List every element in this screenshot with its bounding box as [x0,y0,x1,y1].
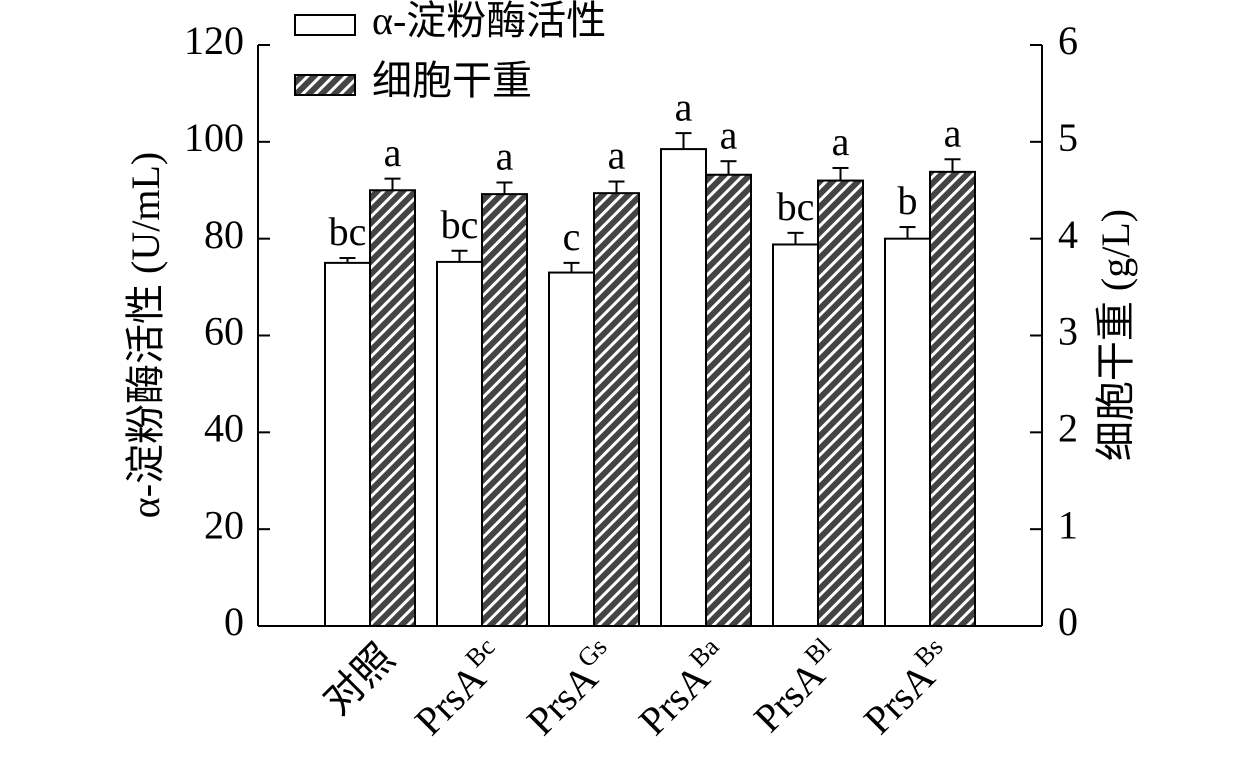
y-tick-label: 20 [204,502,244,547]
y2-tick-label: 1 [1058,502,1078,547]
bar [548,271,595,627]
bar [481,193,528,628]
y-tick-label: 120 [184,18,244,63]
y-tick-label: 100 [184,115,244,160]
error-bar [832,166,849,181]
bar [324,261,371,627]
significance-letter: a [720,112,738,157]
legend-label: 细胞干重 [372,58,532,103]
error-bar [496,181,513,195]
y-axis-label: α-淀粉酶活性 (U/mL) [123,152,168,518]
x-tick-label: PrsAGs [515,632,627,744]
bar [660,148,707,628]
y-tick-label: 80 [204,212,244,257]
error-bar [720,160,737,175]
y2-axis-label: 细胞干重 (g/L) [1093,209,1138,461]
y2-tick-label: 0 [1058,599,1078,644]
significance-letter: a [944,110,962,155]
bar [593,192,640,627]
x-tick-label: PrsABa [627,632,739,744]
bar [817,179,864,627]
y-tick-label: 40 [204,406,244,451]
x-tick-label: PrsABs [852,632,963,743]
bar [884,237,931,628]
error-bar [944,158,961,172]
y2-tick-label: 5 [1058,115,1078,160]
bar [369,189,416,627]
legend-swatch [294,74,356,96]
y2-tick-label: 3 [1058,309,1078,354]
y-tick-label: 60 [204,309,244,354]
y2-tick-label: 4 [1058,212,1078,257]
error-bar [563,261,580,273]
y2-tick-label: 2 [1058,406,1078,451]
error-bar [608,180,625,194]
significance-letter: a [608,133,626,178]
bar [705,173,752,628]
error-bar [675,132,692,150]
significance-letter: b [898,178,918,223]
bar [436,260,483,627]
significance-letter: a [675,84,693,129]
y-tick-label: 0 [224,599,244,644]
legend-label: α-淀粉酶活性 [372,0,606,43]
y2-tick-label: 6 [1058,18,1078,63]
error-bar [899,226,916,239]
x-tick-label: PrsABc [403,632,515,744]
error-bar [451,249,468,262]
x-tick-label: 对照 [314,635,402,723]
legend-swatch [294,14,356,36]
error-bar [339,257,356,263]
bar [929,170,976,628]
significance-letter: a [496,134,514,179]
x-tick-label: PrsABl [742,632,851,741]
significance-letter: a [384,130,402,175]
significance-letter: bc [329,209,367,254]
significance-letter: a [832,119,850,164]
bar [772,243,819,628]
significance-letter: c [563,214,581,259]
significance-letter: bc [777,184,815,229]
error-bar [384,177,401,191]
significance-letter: bc [441,202,479,247]
error-bar [787,231,804,245]
